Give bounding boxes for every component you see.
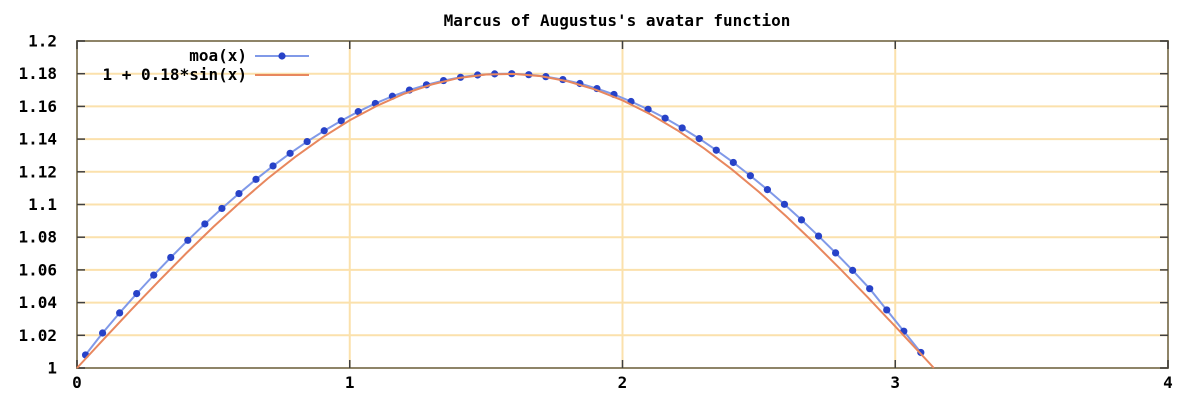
data-point <box>797 216 806 224</box>
y-axis-tick-label: 1.16 <box>18 97 57 116</box>
data-point <box>849 266 857 274</box>
series-sine <box>76 72 935 369</box>
data-point <box>320 127 328 135</box>
data-point <box>116 309 124 317</box>
y-axis-tick-label: 1.14 <box>18 130 57 149</box>
legend-label-moa: moa(x) <box>189 46 247 65</box>
legend-entry-sine: 1 + 0.18*sin(x) <box>85 65 311 84</box>
data-point <box>678 124 686 132</box>
data-point <box>252 175 260 183</box>
data-point <box>831 249 840 257</box>
y-axis-tick-label: 1.18 <box>18 64 57 83</box>
legend-sample-sine <box>255 73 309 76</box>
data-point <box>235 189 243 198</box>
legend-sample-moa <box>255 51 309 60</box>
x-axis-tick-label: 4 <box>1163 373 1173 392</box>
legend-point-moa-icon <box>278 51 286 60</box>
data-point <box>201 220 209 228</box>
data-point <box>133 290 141 298</box>
data-point <box>814 232 823 240</box>
data-point <box>712 146 720 154</box>
y-axis-tick-label: 1.06 <box>18 260 57 279</box>
y-axis-tick-label: 1.04 <box>18 293 57 312</box>
legend-entry-moa: moa(x) <box>85 46 311 65</box>
x-axis-tick-label: 3 <box>890 373 900 392</box>
data-point <box>269 162 277 170</box>
data-point <box>184 236 192 244</box>
data-point <box>763 186 772 194</box>
x-axis-tick-label: 1 <box>345 373 355 392</box>
data-point <box>218 204 226 213</box>
legend: moa(x) 1 + 0.18*sin(x) <box>85 46 311 84</box>
y-axis-tick-label: 1.02 <box>18 326 57 345</box>
x-axis-tick-label: 0 <box>72 373 82 392</box>
data-point <box>98 329 107 337</box>
data-point <box>866 285 874 293</box>
legend-label-sine: 1 + 0.18*sin(x) <box>102 65 248 84</box>
y-axis-tick-label: 1.08 <box>18 228 57 247</box>
grid <box>77 41 1168 368</box>
y-axis-tick-label: 1.2 <box>28 32 57 51</box>
data-point <box>286 149 294 157</box>
series-moa <box>81 70 925 359</box>
data-point <box>695 135 703 143</box>
data-point <box>746 172 754 180</box>
data-point <box>729 158 737 167</box>
data-point <box>883 306 891 314</box>
y-axis-tick-label: 1.1 <box>28 195 57 214</box>
data-point <box>167 253 175 262</box>
y-axis-tick-label: 1.12 <box>18 162 57 181</box>
axis-labels: 1 1.02 1.04 1.06 1.08 1.1 1.12 1.14 1.16 1.18 1.2 0… <box>18 32 1172 393</box>
data-point <box>354 108 362 116</box>
x-axis-tick-label: 2 <box>618 373 628 392</box>
data-point <box>780 200 789 208</box>
chart-title: Marcus of Augustus's avatar function <box>443 11 791 30</box>
data-point <box>150 271 158 279</box>
data-point <box>661 114 669 122</box>
data-point <box>303 137 311 146</box>
data-point <box>337 117 345 125</box>
y-axis-tick-label: 1 <box>47 359 57 378</box>
